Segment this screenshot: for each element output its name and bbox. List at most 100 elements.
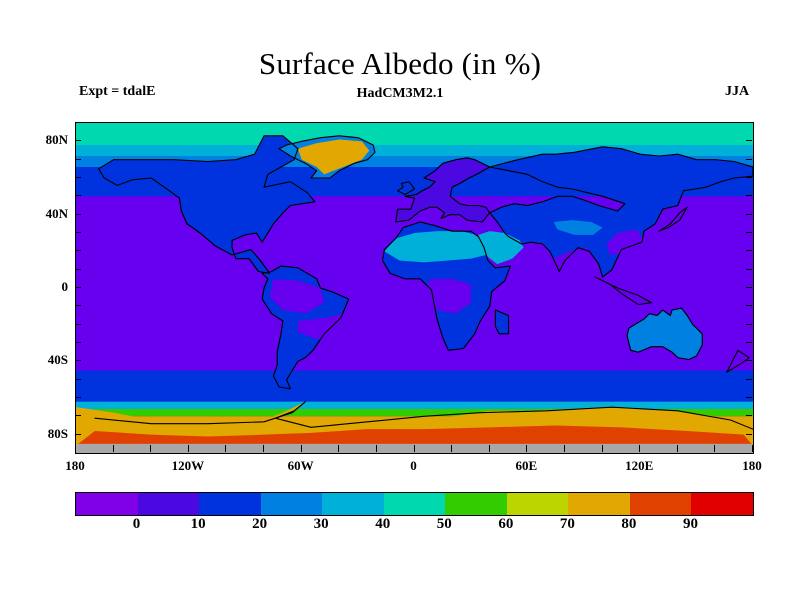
- coastline: [278, 135, 376, 179]
- latitude-tick-mark: [746, 305, 752, 307]
- zonal-band: [76, 123, 753, 145]
- coastline: [626, 307, 703, 361]
- latitude-tick-mark: [75, 287, 81, 288]
- coastline: [397, 181, 416, 196]
- colorbar-band: [691, 493, 754, 515]
- colorbar-band: [445, 493, 507, 515]
- latitude-tick-mark: [75, 360, 81, 362]
- latitude-tick-mark: [746, 323, 752, 325]
- longitude-tick-mark: [75, 445, 76, 452]
- coastline-layer: [94, 135, 753, 430]
- colorbar-band: [568, 493, 630, 515]
- coastline: [489, 146, 753, 278]
- longitude-tick-label: 180: [742, 458, 762, 473]
- latitude-tick-mark: [75, 397, 81, 398]
- latitude-tick-mark: [746, 415, 752, 417]
- colorbar-tick-label: 50: [436, 516, 452, 532]
- latitude-tick-mark: [746, 213, 752, 215]
- longitude-tick-mark: [300, 445, 302, 452]
- latitude-tick-mark: [746, 360, 752, 362]
- longitude-tick-label: 60W: [287, 458, 314, 473]
- colorbar-band: [199, 493, 261, 515]
- coastline: [726, 349, 750, 373]
- colorbar-band: [383, 493, 446, 515]
- colorbar-tick-label: 70: [559, 516, 575, 532]
- region-madagascar: [495, 310, 509, 334]
- experiment-label: Expt = tdalE: [79, 84, 156, 99]
- colorbar-tick-label: 10: [190, 516, 206, 532]
- colorbar-band: [629, 493, 692, 515]
- latitude-tick-label: 40N: [45, 205, 68, 221]
- colorbar-band: [506, 493, 569, 515]
- zonal-band: [76, 401, 753, 409]
- latitude-tick-mark: [75, 195, 81, 197]
- longitude-tick-label: 180: [65, 458, 85, 473]
- coastline: [261, 265, 350, 390]
- latitude-tick-mark: [75, 250, 81, 252]
- longitude-tick-mark: [225, 445, 227, 452]
- latitude-tick-mark: [746, 158, 752, 160]
- colorbar-band: [76, 493, 138, 515]
- colorbar-tick-label: 60: [498, 516, 514, 532]
- colorbar-band: [322, 493, 384, 515]
- latitude-tick-mark: [746, 287, 752, 288]
- region-tibetan-plateau: [553, 220, 603, 235]
- page-title: Surface Albedo (in %): [258, 46, 542, 81]
- latitude-tick-mark: [75, 323, 81, 325]
- longitude-tick-mark: [526, 445, 528, 452]
- longitude-tick-mark: [187, 445, 189, 452]
- longitude-tick-mark: [714, 445, 716, 452]
- latitude-tick-mark: [75, 177, 81, 178]
- colorbar-tick-labels: 0 10 20 30 40 50 60 70 80 90: [0, 516, 800, 538]
- colorbar-tick-label: 40: [375, 516, 391, 532]
- model-label: HadCM3M2.1: [356, 86, 444, 101]
- latitude-tick-mark: [746, 397, 752, 398]
- region-greenland-ice-sheet: [297, 139, 370, 175]
- latitude-tick-mark: [75, 158, 81, 160]
- longitude-tick-label: 120E: [625, 458, 654, 473]
- longitude-tick-mark: [451, 445, 453, 452]
- masked-data-band: [76, 443, 753, 453]
- colorbar-tick-label: 30: [313, 516, 329, 532]
- region-antarctic-interior: [76, 425, 753, 446]
- longitude-tick-label: 0: [410, 458, 417, 473]
- latitude-axis: 80N 40N 0 40S 80S: [0, 122, 68, 452]
- zonal-band: [76, 370, 753, 402]
- longitude-tick-mark: [752, 445, 753, 452]
- latitude-tick-mark: [75, 232, 81, 233]
- longitude-tick-mark: [601, 445, 603, 452]
- latitude-tick-mark: [746, 433, 752, 435]
- coastline: [98, 135, 316, 274]
- latitude-tick-mark: [746, 232, 752, 233]
- zonal-band: [76, 409, 753, 417]
- coastline: [94, 401, 753, 430]
- colorbar-band: [260, 493, 323, 515]
- region-sahara: [384, 231, 486, 263]
- zonal-band: [76, 145, 753, 156]
- latitude-tick-label: 40S: [47, 352, 68, 368]
- latitude-tick-mark: [75, 305, 81, 307]
- latitude-tick-mark: [75, 342, 81, 343]
- region-brazil-interior: [297, 313, 344, 340]
- latitude-tick-mark: [746, 378, 752, 380]
- map-plot-area: [75, 122, 754, 454]
- latitude-tick-mark: [75, 433, 81, 435]
- region-new-guinea: [677, 297, 701, 307]
- albedo-map: [76, 123, 753, 453]
- latitude-tick-mark: [75, 213, 81, 215]
- latitude-tick-mark: [746, 342, 752, 343]
- latitude-tick-mark: [746, 250, 752, 252]
- longitude-tick-mark: [338, 445, 340, 452]
- region-asia: [489, 146, 753, 277]
- longitude-tick-mark: [563, 445, 565, 452]
- region-congo: [425, 278, 471, 314]
- region-europe: [395, 157, 490, 222]
- longitude-tick-mark: [413, 445, 415, 452]
- longitude-axis: 180 120W 60W 0 60E 120E 180: [0, 458, 800, 480]
- latitude-tick-mark: [746, 268, 752, 270]
- longitude-tick-mark: [112, 445, 114, 452]
- latitude-tick-mark: [75, 378, 81, 380]
- latitude-tick-label: 80N: [45, 132, 68, 148]
- region-southeast-asia: [606, 229, 644, 255]
